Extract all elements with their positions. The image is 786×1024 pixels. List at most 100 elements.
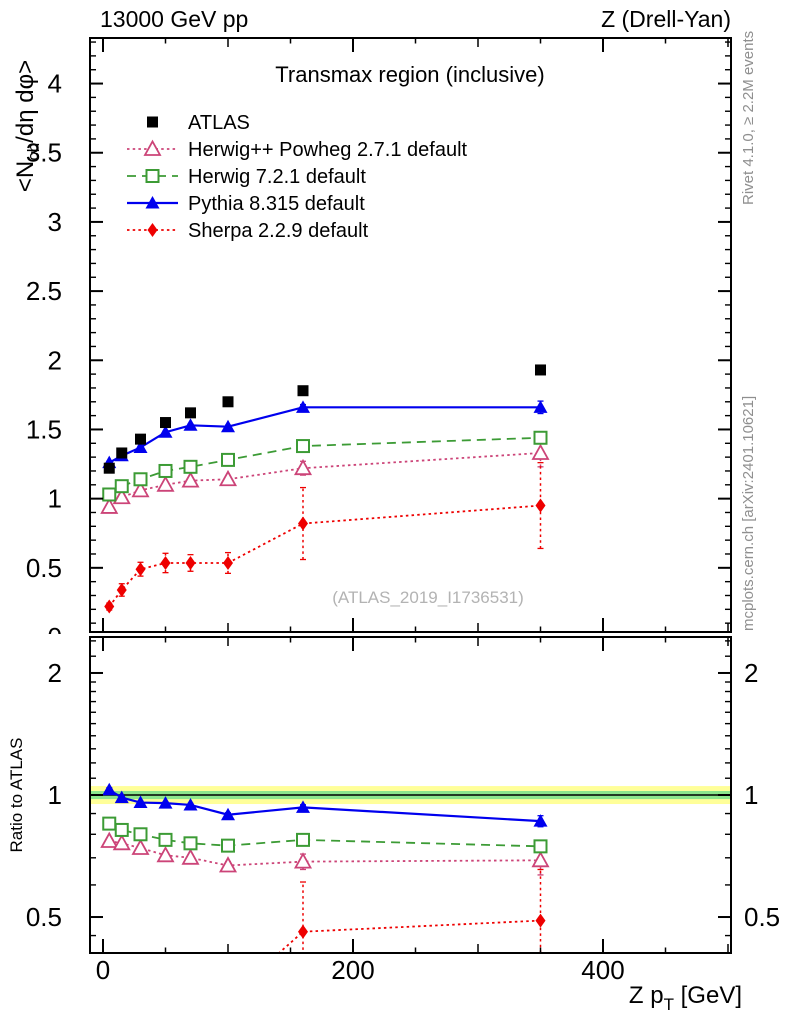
series-line (108, 436, 541, 496)
main-y-tick-label: 3.5 (26, 138, 62, 168)
marker-square-filled (222, 396, 234, 408)
marker-square-filled (147, 116, 158, 128)
marker-triangle-open (218, 469, 238, 487)
series-herwig-powheg-2-7-1-default-main (100, 438, 550, 514)
marker-diamond-filled (298, 924, 308, 939)
marker-triangle-filled (158, 796, 173, 809)
main-panel-frame (89, 37, 732, 633)
legend-label: Sherpa 2.2.9 default (188, 220, 369, 242)
ratio-y-axis-label: Ratio to ATLAS (7, 738, 26, 853)
marker-triangle-open (100, 831, 119, 848)
marker-triangle-open (531, 443, 550, 460)
marker-square-filled (535, 364, 546, 376)
marker-square-open (114, 822, 129, 837)
marker-triangle-filled (533, 400, 548, 413)
marker-diamond-filled (160, 555, 171, 570)
marker-square-open (221, 452, 235, 467)
marker-triangle-filled (533, 814, 548, 827)
marker-triangle-open (156, 845, 175, 863)
series-pythia-8-315-default-ratio (102, 782, 548, 828)
legend-item-pythia-8-315-default: Pythia 8.315 default (127, 193, 365, 215)
main-y-axis-label: <Nch/dη dφ> (12, 60, 43, 192)
marker-square-filled (185, 407, 196, 419)
marker-diamond-filled (535, 913, 546, 928)
legend-item-sherpa-2-2-9-default: Sherpa 2.2.9 default (127, 220, 369, 242)
ratio-y-tick-label-right: 0.5 (744, 902, 780, 932)
plot-title: Transmax region (inclusive) (275, 62, 544, 87)
x-tick-label: 0 (96, 955, 110, 985)
marker-square-filled (135, 433, 146, 445)
main-y-tick-label: 2.5 (26, 276, 62, 306)
main-y-tick-label: 3 (48, 207, 62, 237)
marker-triangle-filled (221, 419, 235, 433)
marker-triangle-open (100, 497, 119, 514)
series-line (109, 840, 541, 867)
marker-triangle-open (218, 856, 238, 873)
marker-diamond-filled (186, 983, 196, 997)
marker-square-filled (160, 417, 171, 429)
marker-diamond-filled (185, 555, 196, 570)
legend-item-atlas: ATLAS (147, 112, 250, 134)
ratio-y-tick-label-right: 1 (744, 780, 758, 810)
analysis-watermark: (ATLAS_2019_I1736531) (332, 588, 524, 607)
marker-diamond-filled (298, 516, 308, 531)
main-y-tick-label: 1 (48, 484, 62, 514)
marker-diamond-filled (104, 599, 115, 614)
marker-square-open (133, 472, 148, 487)
marker-triangle-filled (183, 797, 198, 811)
main-y-tick-label: 0.5 (26, 553, 62, 583)
series-line (108, 504, 541, 608)
chart-generated-layer: 0 200 400 0 0.5 1 1.5 2 2.5 3 3.5 4 2 2 1 1 0.5 0.5 ATLAS H… (26, 37, 780, 1005)
marker-triangle-open (131, 480, 150, 498)
marker-triangle-filled (158, 425, 173, 438)
marker-triangle-open (112, 487, 131, 505)
series-herwig-7-2-1-default-main (102, 430, 548, 502)
marker-diamond-filled (535, 498, 546, 513)
marker-diamond-filled (135, 562, 146, 577)
marker-square-open (158, 832, 173, 847)
main-y-tick-label: 1.5 (26, 414, 62, 444)
marker-square-filled (297, 385, 309, 397)
legend-item-herwig-7-2-1-default: Herwig 7.2.1 default (127, 166, 366, 188)
marker-square-open (183, 459, 198, 474)
legend-label: ATLAS (188, 112, 250, 134)
marker-square-open (296, 439, 310, 454)
marker-triangle-filled (221, 807, 235, 821)
legend-label: Herwig 7.2.1 default (188, 166, 366, 188)
marker-diamond-filled (161, 975, 171, 989)
series-pythia-8-315-default-main (102, 400, 548, 469)
legend-label: Herwig++ Powheg 2.7.1 default (188, 139, 468, 161)
marker-square-open (183, 836, 198, 851)
marker-square-open (533, 430, 548, 445)
marker-triangle-filled (133, 440, 148, 453)
series-line (108, 822, 541, 848)
x-tick-label: 400 (581, 955, 624, 985)
x-tick-label: 200 (331, 955, 374, 985)
series-line (277, 919, 541, 953)
marker-diamond-filled (223, 991, 233, 1005)
marker-diamond-filled (223, 555, 233, 570)
marker-square-filled (116, 447, 128, 459)
marker-square-open (221, 838, 235, 853)
marker-square-open (102, 816, 117, 831)
beam-energy-title: 13000 GeV pp (100, 6, 248, 32)
marker-square-open (114, 479, 129, 494)
marker-triangle-filled (183, 418, 198, 431)
marker-triangle-open (181, 471, 200, 488)
series-sherpa-2-2-9-default-main (104, 462, 546, 614)
marker-diamond-filled (147, 223, 158, 237)
marker-triangle-open (112, 833, 131, 851)
process-title: Z (Drell-Yan) (601, 6, 731, 32)
marker-square-open (158, 463, 173, 478)
series-line (108, 452, 541, 508)
marker-triangle-filled (102, 782, 117, 796)
marker-triangle-open (293, 852, 313, 869)
marker-triangle-filled (114, 790, 129, 804)
marker-triangle-filled (133, 795, 148, 809)
main-y-tick-label: 2 (48, 345, 62, 375)
marker-triangle-open (143, 139, 162, 156)
series-sherpa-2-2-9-default-ratio (161, 868, 546, 1005)
marker-triangle-open (131, 838, 150, 855)
legend-item-herwig-powheg-2-7-1-default: Herwig++ Powheg 2.7.1 default (127, 139, 468, 161)
